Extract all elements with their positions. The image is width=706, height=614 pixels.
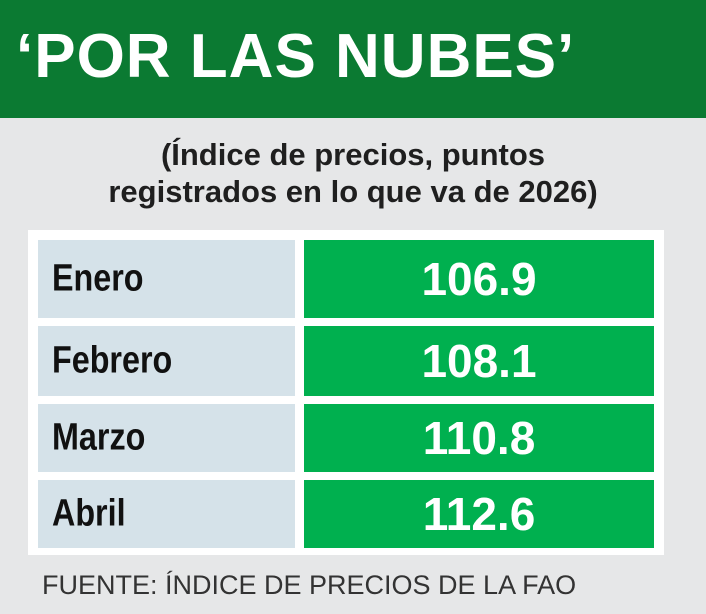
month-label: Marzo (52, 416, 146, 459)
subtitle-line: (Índice de precios, puntos (160, 137, 546, 172)
month-cell: Febrero (38, 326, 295, 396)
subtitle: (Índice de precios, puntos registrados en… (0, 136, 706, 210)
title: ‘POR LAS NUBES’ (16, 22, 576, 91)
month-label: Abril (52, 492, 126, 535)
month-cell: Enero (38, 240, 295, 318)
value-cell: 112.6 (304, 480, 654, 548)
table: Enero 106.9 Febrero 108.1 Marzo 110.8 Abril 112… (28, 230, 664, 555)
source: FUENTE: ÍNDICE DE PRECIOS DE LA FAO (42, 570, 577, 600)
value-cell: 106.9 (304, 240, 654, 318)
value-cell: 110.8 (304, 404, 654, 472)
month-cell: Marzo (38, 404, 295, 472)
month-label: Febrero (52, 339, 173, 382)
month-cell: Abril (38, 480, 295, 548)
header-band: ‘POR LAS NUBES’ (0, 0, 706, 118)
value-cell: 108.1 (304, 326, 654, 396)
subtitle-line: registrados en lo que va de 2026) (108, 174, 598, 209)
month-label: Enero (52, 257, 144, 300)
